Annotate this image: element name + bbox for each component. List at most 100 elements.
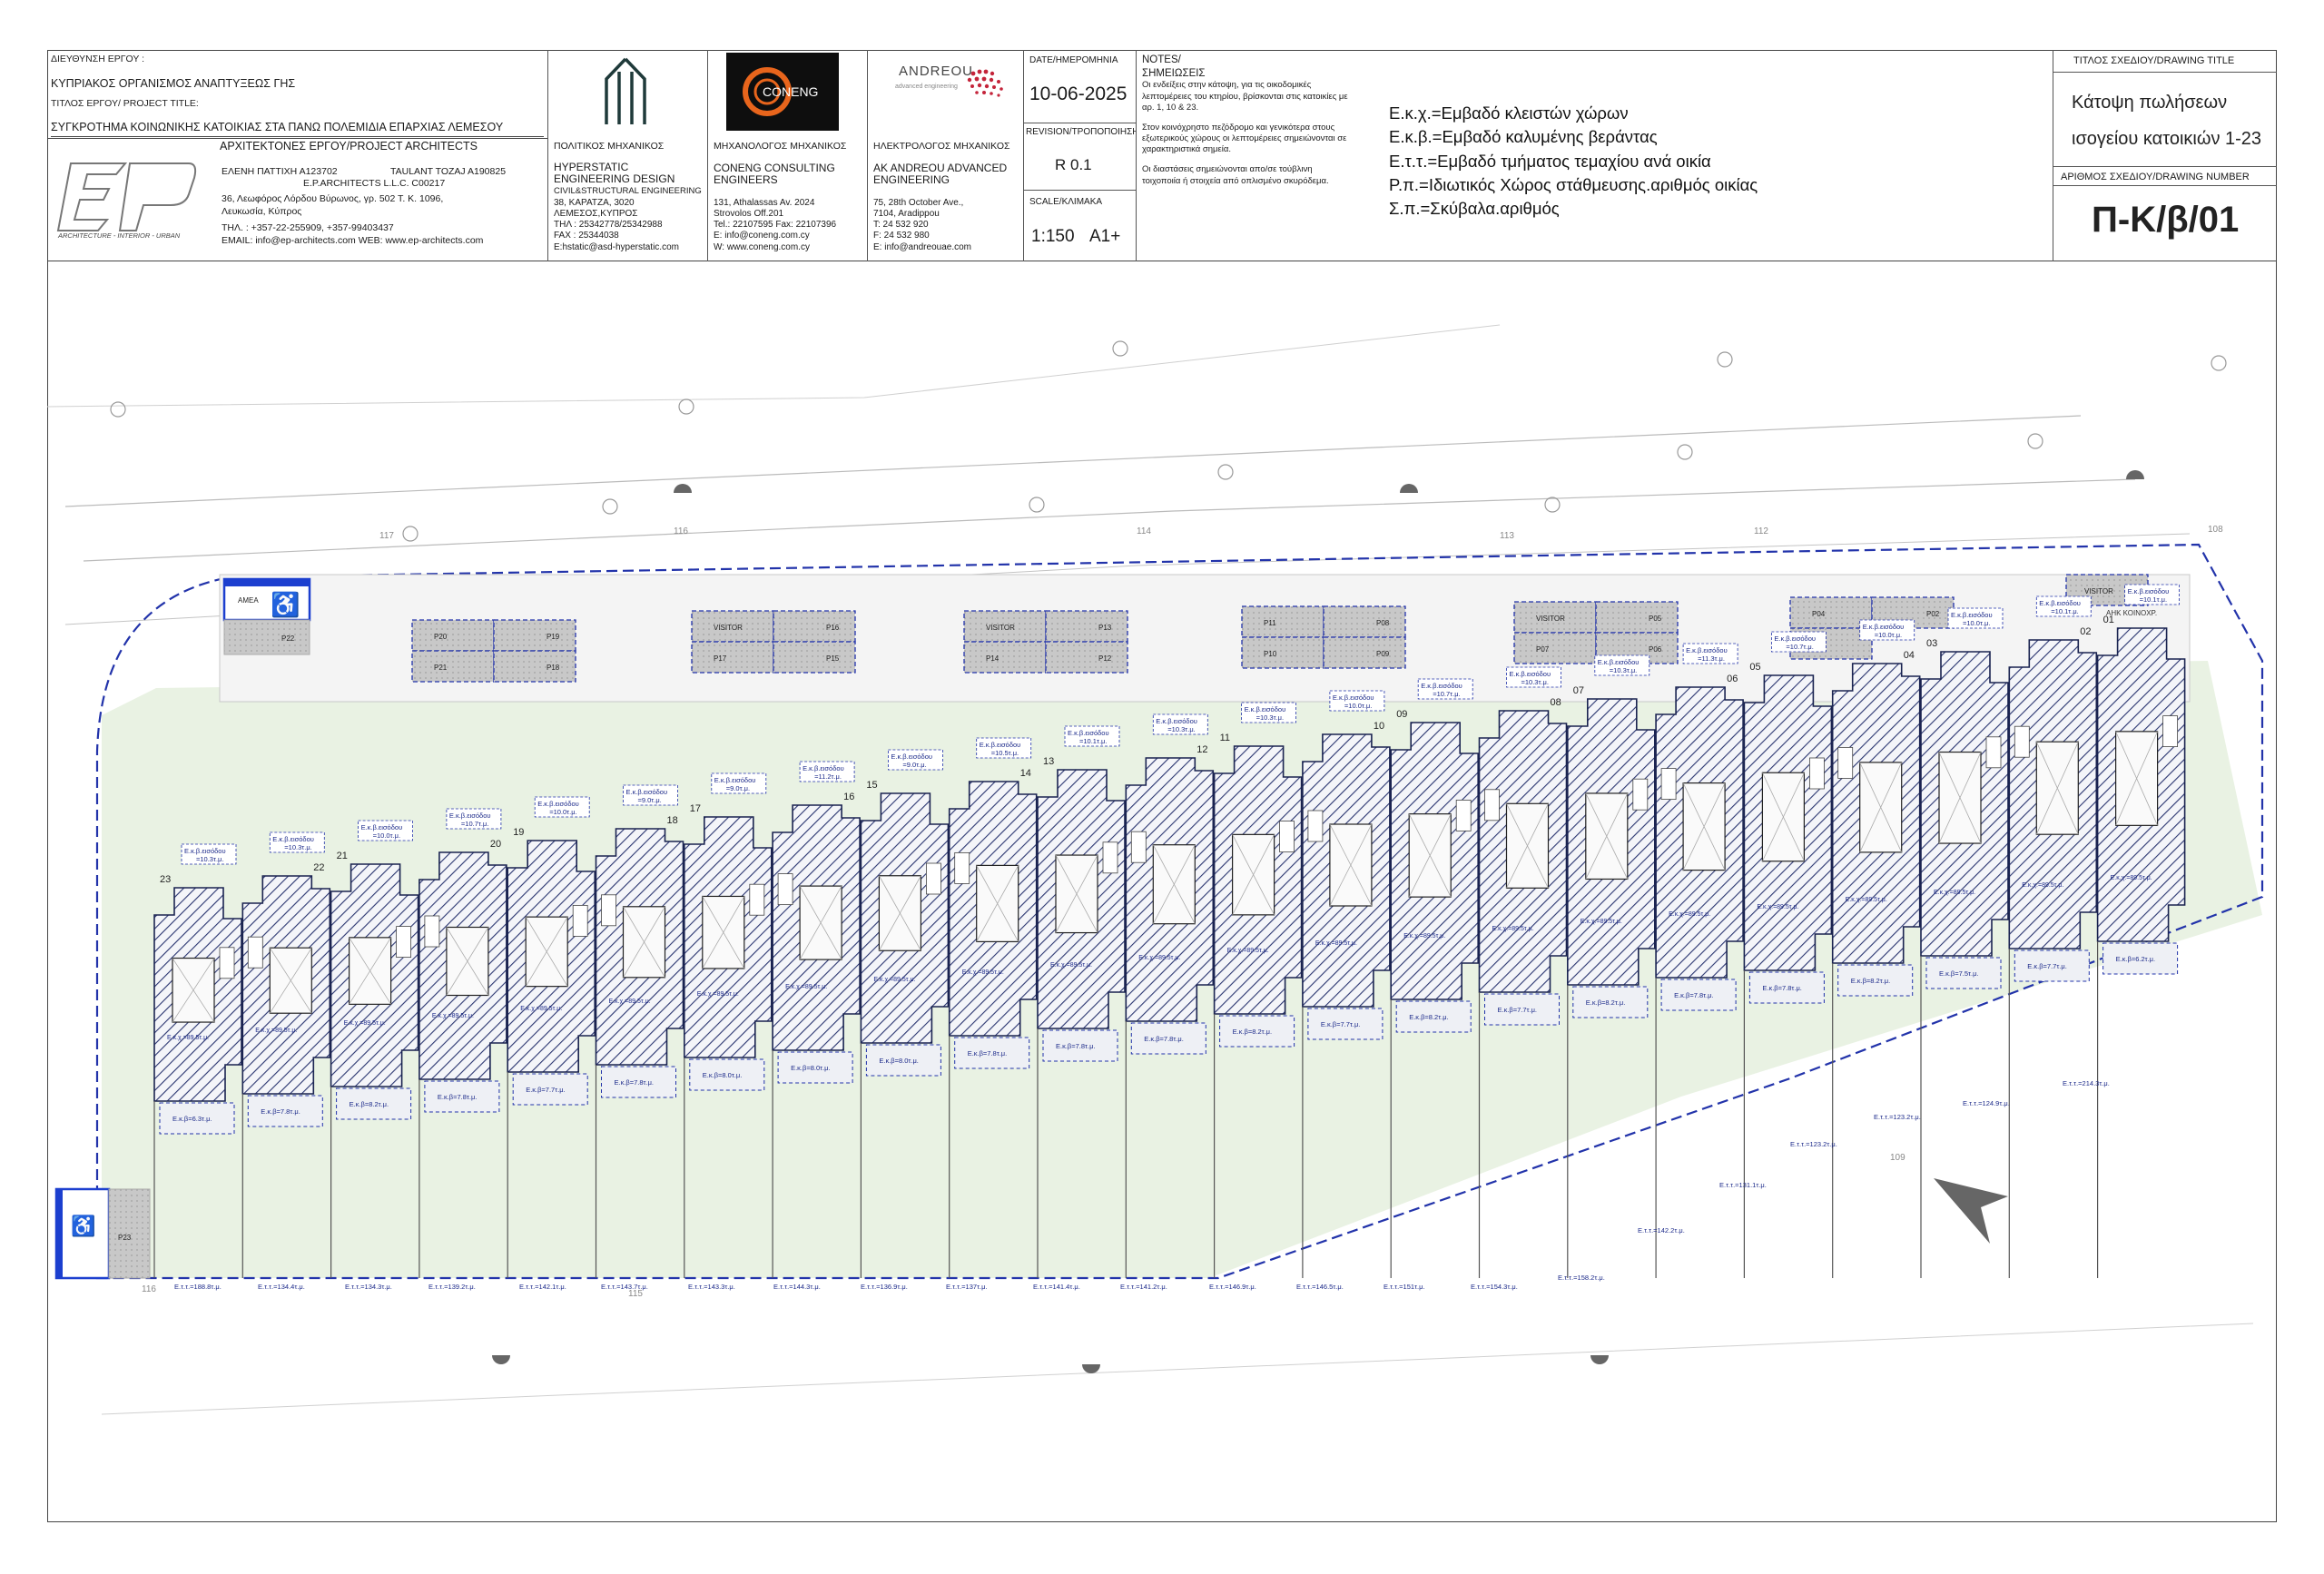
project-title-label: ΤΙΤΛΟΣ ΕΡΓΟΥ/ PROJECT TITLE: [51,98,199,110]
mech-address-2: Strovolos Off.201 [714,209,784,219]
mech-web: W: www.coneng.com.cy [714,242,810,252]
parking-label: P23 [118,1234,132,1242]
veranda [2102,942,2179,975]
andreou-logo-sub: advanced engineering [895,84,958,90]
entrance-value: =10.0τ.μ. [549,808,576,816]
stair [1660,768,1677,800]
veranda-area-label: Ε.κ.β=7.8τ.μ. [1144,1035,1184,1043]
veranda-area-label: Ε.κ.β=8.0τ.μ. [879,1057,919,1065]
parking-label: P14 [986,654,1000,663]
arch-firm: E.P.ARCHITECTS L.L.C. C00217 [303,178,446,189]
parking-label: P11 [1264,619,1276,627]
entrance-label: Ε.κ.β.εισόδου [184,847,226,855]
stair [572,905,588,937]
elec-phone: T: 24 532 920 [873,220,929,230]
elec-address-2: 7104, Aradippou [873,209,940,219]
entrance-label: Ε.κ.β.εισόδου [1686,646,1728,654]
stair [777,873,793,905]
coneng-logo: CONENG [726,53,839,131]
stair [1279,821,1295,852]
notes-text-2: Στον κοινόχρηστο πεζόδρομο και γενικότερ… [1142,122,1347,155]
room-area-label: Ε.κ.χ.=89.5τ.μ. [344,1020,386,1027]
veranda [1130,1022,1206,1055]
room-area-label: Ε.κ.χ.=89.5τ.μ. [1757,904,1798,910]
veranda [1660,979,1737,1011]
veranda [865,1044,941,1077]
house-number: 08 [1551,697,1561,708]
entrance-label: Ε.κ.β.εισόδου [626,788,668,796]
veranda [2014,949,2090,982]
elec-label: ΗΛΕΚΤΡΟΛΟΓΟΣ ΜΗΧΑΝΙΚΟΣ [873,141,1010,152]
title-block: ΔΙΕΥΘΥΝΣΗ ΕΡΓΟΥ : ΚΥΠΡΙΑΚΟΣ ΟΡΓΑΝΙΣΜΟΣ Α… [47,50,2277,261]
veranda-area-label: Ε.κ.β=7.8τ.μ. [438,1093,478,1101]
house-number: 13 [1043,756,1054,767]
house-unit [1920,651,2009,1278]
andreou-logo-icon: ANDREOU advanced engineering [895,64,1003,97]
house-number: 15 [866,780,877,791]
room-area-label: Ε.κ.χ.=89.5τ.μ. [697,991,739,998]
elec-address-1: 75, 28th October Ave., [873,198,964,208]
entrance-area-label: Ε.κ.β.εισόδου=9.0τ.μ. [888,749,943,771]
civil-fax: FAX : 25344038 [554,231,619,241]
house-number: 02 [2080,626,2091,637]
refuse-area-label: ΑΗΚ ΚΟΙΝΟΧΡ. [2106,609,2157,617]
parking-label: VISITOR [986,624,1015,632]
survey-points [110,340,2227,542]
drawing-title-line-2: ισογείου κατοικιών 1-23 [2072,129,2262,149]
entrance-label: Ε.κ.β.εισόδου [1333,694,1374,702]
stair [2162,715,2179,748]
legend-item: Ε.κ.χ.=Εμβαδό κλειστών χώρων [1389,103,1629,123]
arch-address-2: Λευκωσία, Κύπρος [222,206,302,217]
entrance-value: =10.7τ.μ. [1786,643,1813,651]
area-labels: 23Ε.κ.β.εισόδου=10.3τ.μ.Ε.κ.χ.=89.5τ.μ.Ε… [160,584,2181,1291]
revision-label: REVISION/ΤΡΟΠΟΠΟΙΗΣΗ [1026,127,1137,137]
house-number: 23 [160,874,171,885]
notes-label-1: NOTES/ [1142,54,1181,65]
house-number: 06 [1727,674,1738,684]
elec-fax: F: 24 532 980 [873,231,930,241]
entrance-value: =10.3τ.μ. [196,855,223,863]
andreou-logo: ANDREOU advanced engineering [886,57,1013,121]
parking-bay: P13 [1045,610,1128,643]
scale-label: SCALE/ΚΛΙΜΑΚΑ [1029,197,1103,207]
stair [424,915,440,948]
parking-label: P18 [547,664,560,672]
entrance-value: =11.2τ.μ. [814,772,842,781]
accessible-parking-top: ΑΜΕΑ ♿ P22 [222,577,311,655]
veranda-area-label: Ε.κ.β=8.0τ.μ. [703,1071,743,1079]
veranda [1307,1008,1384,1040]
parking-bay: P17 [691,641,774,674]
room-area-label: Ε.κ.χ.=89.5τ.μ. [1227,948,1269,954]
house-unit [507,840,596,1278]
date-label: DATE/ΗΜΕΡΟΜΗΝΙΑ [1029,55,1118,65]
architects-label: ΑΡΧΙΤΕΚΤΟΝΕΣ ΕΡΓΟΥ/PROJECT ARCHITECTS [220,140,478,152]
house-unit [1567,698,1656,1278]
coneng-logo-text: CONENG [763,84,818,99]
svg-text:108: 108 [2208,525,2223,535]
entrance-area-label: Ε.κ.β.εισόδου=10.1τ.μ. [2124,584,2181,605]
plot-area-label: Ε.τ.τ.=134.4τ.μ. [258,1283,305,1291]
house-unit [684,816,773,1278]
house-unit [1037,769,1126,1278]
veranda [601,1066,676,1098]
parking-bay: P05 [1595,601,1679,634]
parking-bay: P14 [963,641,1047,674]
drawing-sheet-border [47,50,2277,1522]
house-unit [1478,710,1568,1278]
parking-label: P05 [1649,615,1662,623]
revision-value: R 0.1 [1055,156,1092,173]
room-area-label: Ε.κ.χ.=89.5τ.μ. [1492,926,1534,932]
stair [1102,841,1118,874]
owner-label: ΔΙΕΥΘΥΝΣΗ ΕΡΓΟΥ : [51,54,145,64]
house-number: 04 [1904,650,1915,661]
entrance-value: =10.3τ.μ. [1521,678,1549,686]
stair [1632,778,1649,811]
mech-email: E: info@coneng.com.cy [714,231,810,241]
svg-text:113: 113 [1500,531,1514,541]
entrance-label: Ε.κ.β.εισόδου [1068,729,1109,737]
svg-text:116: 116 [674,526,688,536]
parking-bay: P12 [1045,641,1128,674]
stair [1455,800,1472,831]
parking-bay: P16 [773,610,856,643]
room-area-label: Ε.κ.χ.=89.5τ.μ. [1934,890,1975,896]
